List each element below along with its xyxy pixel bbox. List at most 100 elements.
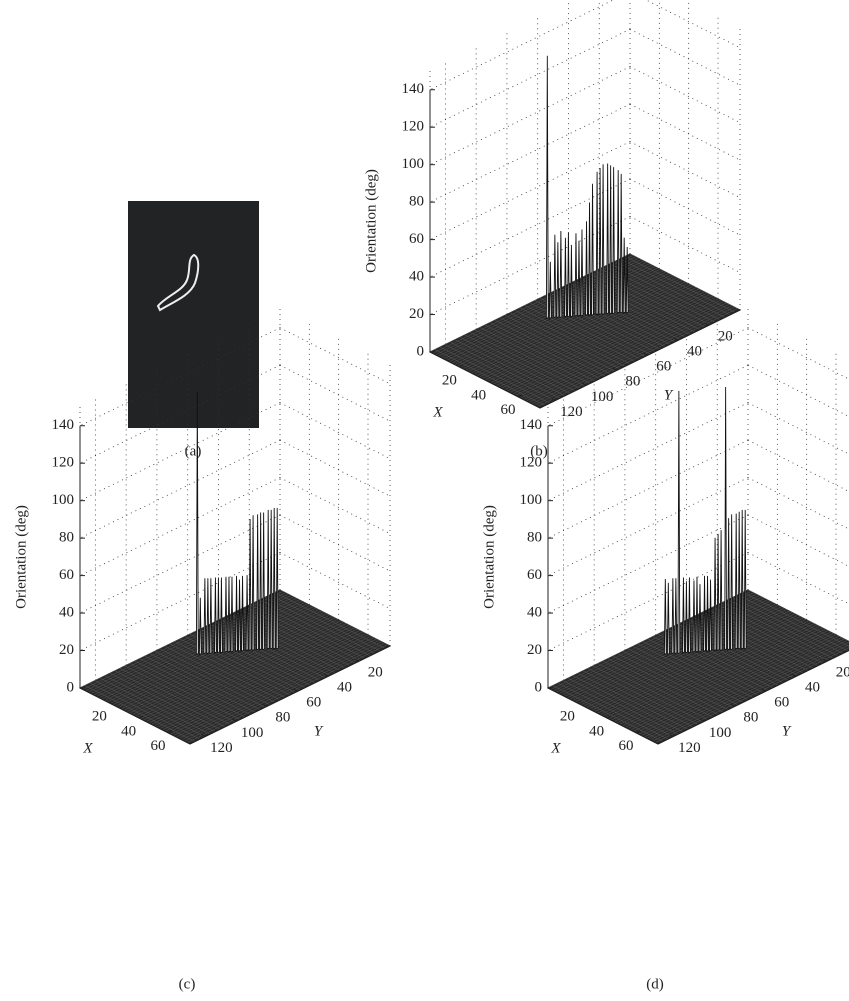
z-tick-label: 20 <box>59 642 74 658</box>
grid-line <box>280 440 390 496</box>
spike <box>620 174 622 313</box>
spike <box>557 242 559 317</box>
spike <box>207 578 209 653</box>
spike <box>741 510 743 649</box>
y-tick-label: 20 <box>836 665 849 681</box>
spike <box>214 577 216 652</box>
x-tick-label: 40 <box>589 723 604 739</box>
spike <box>270 510 272 649</box>
z-axis-label: Orientation (deg) <box>363 169 379 273</box>
spike <box>273 508 275 649</box>
spike <box>549 262 551 319</box>
spike <box>699 584 701 652</box>
spike <box>610 165 612 313</box>
spike <box>589 202 591 315</box>
spike <box>196 392 198 655</box>
z-tick-label: 140 <box>402 81 425 97</box>
y-tick-label: 20 <box>368 665 383 681</box>
spike <box>685 581 687 653</box>
y-tick-label: 60 <box>656 359 671 375</box>
grid-line <box>630 142 740 198</box>
spike <box>592 184 594 316</box>
spike <box>720 530 722 650</box>
z-tick-label: 0 <box>417 343 425 359</box>
spike <box>210 578 212 653</box>
spike <box>249 519 251 651</box>
grid-line <box>548 440 748 538</box>
spike <box>704 576 706 651</box>
spike <box>714 538 716 651</box>
y-tick-label: 120 <box>678 740 701 756</box>
spike <box>717 534 719 651</box>
grid-line <box>630 29 740 85</box>
spike <box>546 56 548 319</box>
z-tick-label: 140 <box>52 417 75 433</box>
spike <box>607 163 609 313</box>
spike <box>204 578 206 653</box>
spike <box>567 232 569 317</box>
grid-line <box>630 104 740 160</box>
panel: 02040608010012014020406020406080100120Or… <box>481 309 849 992</box>
caption: (c) <box>179 976 196 992</box>
z-tick-label: 60 <box>59 567 74 583</box>
spike <box>710 580 712 652</box>
spike <box>564 238 566 317</box>
spike <box>231 577 233 652</box>
spike <box>581 229 583 316</box>
spike <box>731 514 733 649</box>
y-tick-label: 100 <box>709 725 732 741</box>
grid-line <box>630 0 740 48</box>
spike <box>602 164 604 314</box>
spike <box>199 598 201 655</box>
x-axis-label: X <box>82 740 93 756</box>
caption: (a) <box>185 443 202 459</box>
grid-line <box>748 328 849 384</box>
grid-line <box>430 0 630 90</box>
y-tick-label: 80 <box>275 710 290 726</box>
z-tick-label: 20 <box>409 306 424 322</box>
x-tick-label: 40 <box>121 723 136 739</box>
spike <box>560 231 562 318</box>
z-tick-label: 40 <box>409 269 424 285</box>
grid-line <box>280 403 390 459</box>
x-tick-label: 20 <box>92 708 107 724</box>
y-tick-label: 100 <box>241 725 264 741</box>
z-tick-label: 80 <box>409 194 424 210</box>
spike <box>217 577 219 652</box>
spike <box>252 515 254 650</box>
y-tick-label: 40 <box>687 344 702 360</box>
y-axis-label: Y <box>314 723 324 739</box>
y-tick-label: 40 <box>805 680 820 696</box>
spike <box>242 576 244 651</box>
x-tick-label: 60 <box>151 738 166 754</box>
z-tick-label: 100 <box>520 492 543 508</box>
spike <box>617 170 619 313</box>
z-tick-label: 60 <box>409 231 424 247</box>
z-tick-label: 140 <box>520 417 543 433</box>
spike <box>693 580 695 652</box>
spike <box>276 508 278 649</box>
y-tick-label: 100 <box>591 389 614 405</box>
spike <box>613 167 615 314</box>
spike <box>263 513 265 650</box>
panel: 02040608010012014020406020406080100120Or… <box>363 0 740 459</box>
spike <box>578 241 580 316</box>
z-tick-label: 120 <box>52 455 75 471</box>
grid-line <box>748 515 849 571</box>
z-tick-label: 80 <box>527 530 542 546</box>
grid-line <box>748 478 849 534</box>
spike <box>675 578 677 653</box>
spike <box>554 235 556 318</box>
z-axis-label: Orientation (deg) <box>481 505 497 609</box>
spike <box>571 245 573 317</box>
grid-line <box>630 67 740 123</box>
spike <box>689 577 691 652</box>
spike <box>239 580 241 652</box>
spike <box>257 514 259 649</box>
z-tick-label: 60 <box>527 567 542 583</box>
grid-line <box>430 29 630 127</box>
spike <box>246 575 248 650</box>
spike <box>586 221 588 315</box>
z-tick-label: 100 <box>52 492 75 508</box>
y-axis-label: Y <box>664 387 674 403</box>
